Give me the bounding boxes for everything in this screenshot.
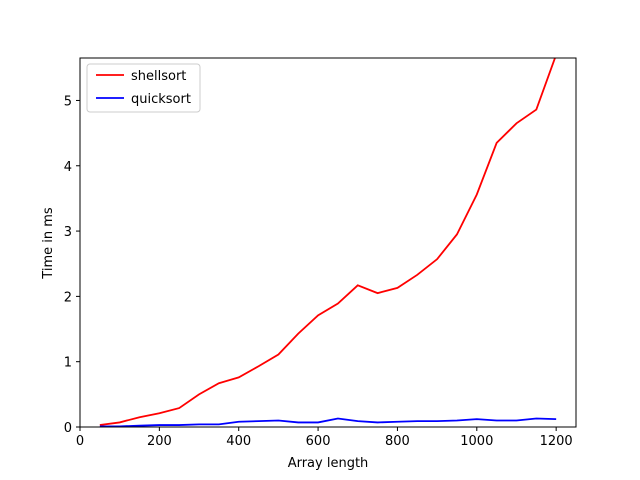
legend-label-quicksort: quicksort (131, 92, 191, 107)
series-line-quicksort (99, 417, 557, 427)
x-tick-label: 800 (385, 434, 410, 449)
x-tick-label: 0 (76, 434, 84, 449)
y-tick-label: 4 (64, 160, 72, 175)
y-tick-label: 3 (64, 225, 72, 240)
x-tick-label: 1000 (460, 434, 493, 449)
plot-frame (79, 57, 577, 428)
y-tick-label: 2 (64, 290, 72, 305)
x-tick-label: 200 (147, 434, 172, 449)
legend-box (86, 63, 201, 113)
x-tick-label: 400 (226, 434, 251, 449)
legend-label-shellsort: shellsort (131, 69, 186, 84)
series-line-shellsort (99, 58, 556, 426)
plot-area (99, 58, 557, 427)
y-tick-label: 1 (64, 356, 72, 371)
axes: 0 200 400 600 800 1000 1200 0 1 2 3 4 5 (64, 57, 577, 449)
y-tick-label: 0 (64, 421, 72, 436)
x-axis-label: Array length (288, 456, 369, 471)
y-axis-label: Time in ms (41, 207, 56, 280)
legend: shellsort quicksort (86, 63, 201, 113)
x-tick-label: 1200 (540, 434, 573, 449)
y-tick-label: 5 (64, 94, 72, 109)
x-tick-label: 600 (306, 434, 331, 449)
